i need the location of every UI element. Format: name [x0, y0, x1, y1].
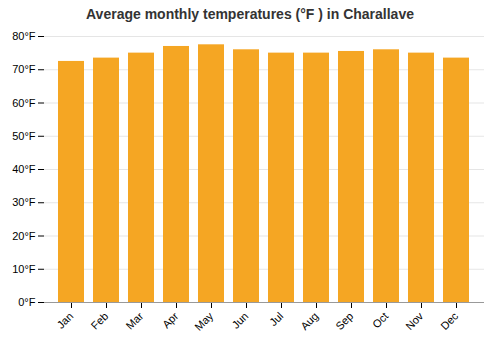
svg-text:Oct: Oct [370, 310, 391, 331]
svg-text:60°F: 60°F [12, 97, 36, 109]
svg-text:20°F: 20°F [12, 230, 36, 242]
svg-text:Sep: Sep [333, 310, 355, 332]
svg-text:Aug: Aug [298, 310, 320, 332]
svg-text:May: May [192, 309, 216, 333]
svg-text:Nov: Nov [403, 309, 426, 332]
svg-text:Jun: Jun [229, 310, 250, 331]
svg-text:30°F: 30°F [12, 196, 36, 208]
svg-text:Dec: Dec [438, 309, 461, 332]
html-text:Average monthly temperatures (: Average monthly temperatures (°F ) in Ch… [86, 6, 414, 22]
svg-text:10°F: 10°F [12, 263, 36, 275]
svg-text:70°F: 70°F [12, 63, 36, 75]
svg-text:Mar: Mar [124, 310, 146, 332]
svg-text:Apr: Apr [160, 310, 181, 331]
svg-text:40°F: 40°F [12, 163, 36, 175]
svg-text:Feb: Feb [89, 310, 111, 332]
svg-text:50°F: 50°F [12, 130, 36, 142]
svg-text:80°F: 80°F [12, 30, 36, 42]
svg-text:Jul: Jul [267, 310, 285, 328]
svg-text:0°F: 0°F [18, 296, 36, 308]
svg-text:Jan: Jan [54, 310, 75, 331]
